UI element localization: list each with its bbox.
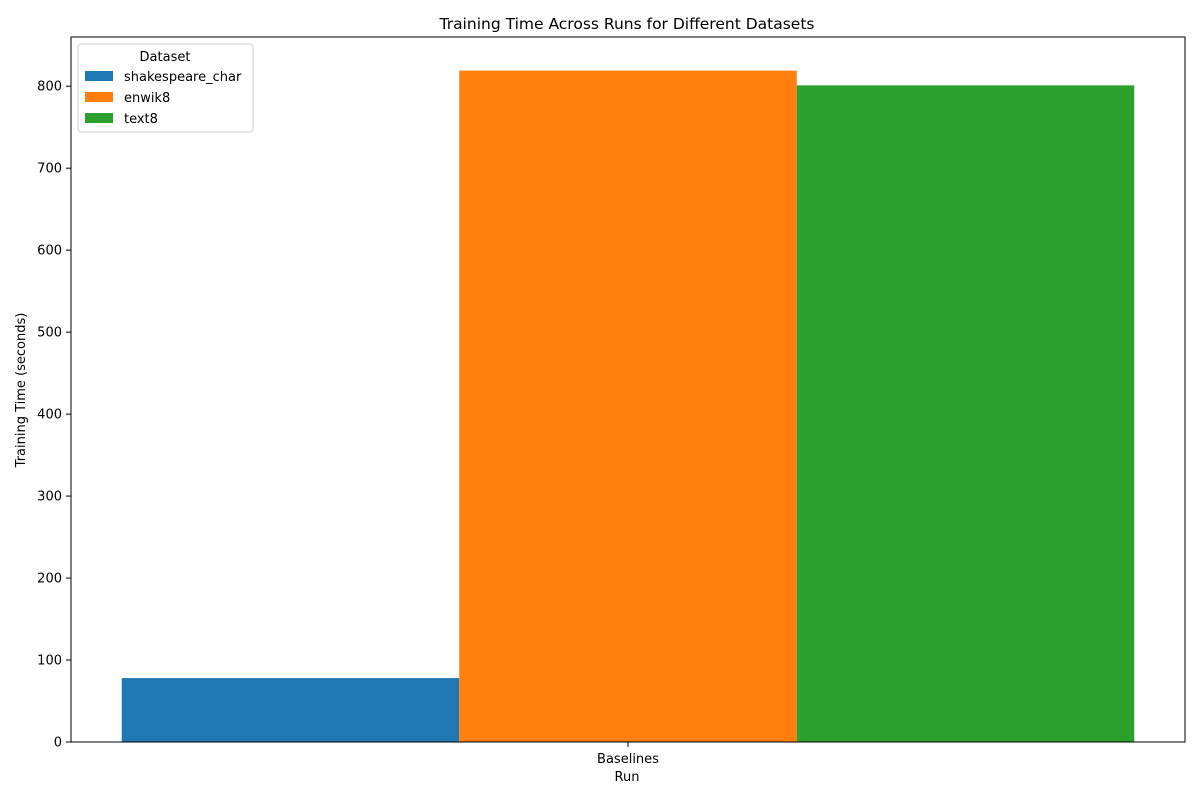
legend-label-enwik8: enwik8	[124, 91, 170, 106]
x-tick-label: Baselines	[597, 752, 659, 767]
y-tick-label: 300	[37, 490, 62, 505]
y-axis-label: Training Time (seconds)	[14, 313, 29, 469]
y-tick-label: 400	[37, 408, 62, 423]
y-tick-label: 800	[37, 80, 62, 95]
y-tick-label: 100	[37, 654, 62, 669]
legend-swatch-shakespeare_char	[85, 71, 113, 81]
legend-label-text8: text8	[124, 112, 158, 127]
legend-label-shakespeare_char: shakespeare_char	[124, 70, 242, 85]
legend-swatch-enwik8	[85, 92, 113, 102]
y-axis: 0 100 200 300 400 500 600 700 800	[37, 80, 71, 751]
legend-title: Dataset	[140, 50, 191, 65]
legend-swatch-text8	[85, 113, 113, 123]
x-axis: Baselines	[597, 742, 659, 767]
y-tick-label: 500	[37, 326, 62, 341]
y-tick-label: 0	[54, 736, 62, 751]
x-axis-label: Run	[615, 770, 640, 785]
legend: Dataset shakespeare_char enwik8 text8	[77, 43, 254, 133]
chart-title: Training Time Across Runs for Different …	[439, 15, 815, 33]
legend-frame	[77, 43, 254, 133]
y-tick-label: 700	[37, 162, 62, 177]
bar-shakespeare_char	[121, 678, 460, 742]
y-tick-label: 200	[37, 572, 62, 587]
y-tick-label: 600	[37, 244, 62, 259]
plot-area	[70, 36, 1186, 743]
bar-enwik8	[459, 70, 797, 742]
bar-text8	[796, 85, 1135, 743]
